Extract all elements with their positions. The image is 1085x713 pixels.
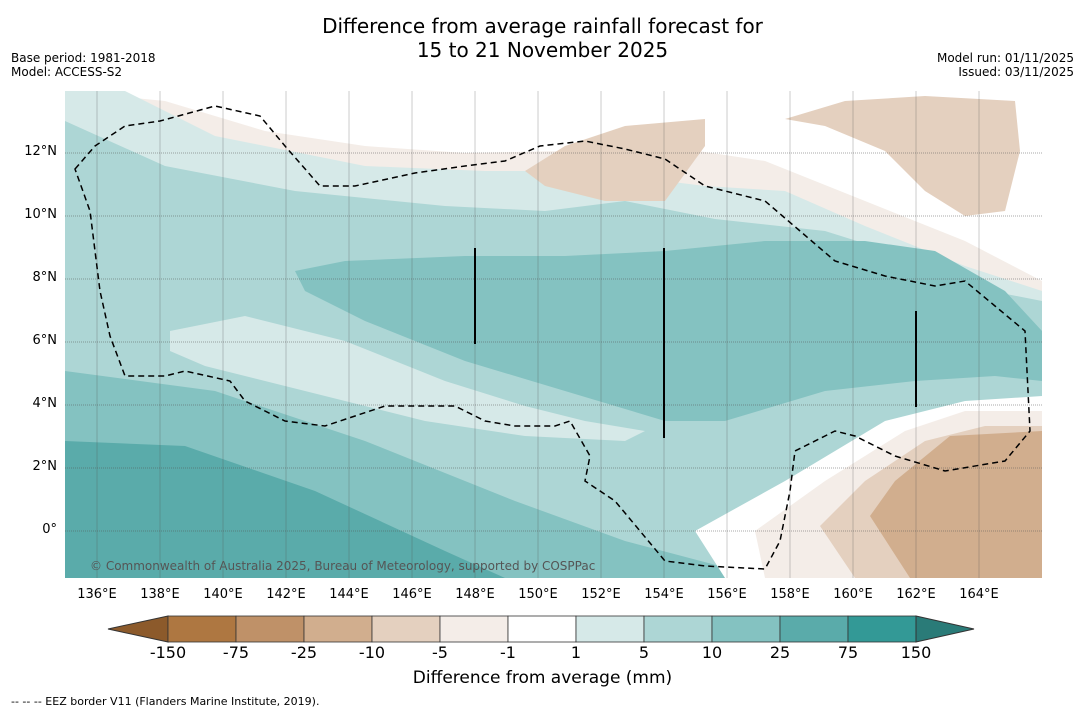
- colorbar-tick-label: 75: [837, 643, 859, 662]
- colorbar-swatch: [779, 615, 849, 643]
- colorbar-tick-label: 5: [638, 643, 650, 662]
- region-minus5-10-north-w: [525, 119, 705, 201]
- colorbar-tick-label: -75: [222, 643, 250, 662]
- region-neutral-north: [65, 91, 1042, 281]
- colorbar-swatch: [575, 615, 645, 643]
- x-tick-label: 146°E: [392, 587, 432, 602]
- colorbar-swatch: [167, 615, 237, 643]
- x-tick-label: 138°E: [140, 587, 180, 602]
- x-tick-label: 158°E: [770, 587, 810, 602]
- issued-date: Issued: 03/11/2025: [958, 65, 1074, 79]
- y-tick-label: 8°N: [32, 270, 58, 285]
- colorbar: [107, 615, 975, 643]
- region-25-75: [65, 441, 505, 578]
- region-1-5-inner: [170, 316, 645, 441]
- y-tick-label: 10°N: [24, 207, 57, 222]
- colorbar-swatch: [643, 615, 713, 643]
- colorbar-tick-label: 150: [900, 643, 932, 662]
- footnote: -- -- -- EEZ border V11 (Flanders Marine…: [11, 695, 320, 708]
- colorbar-tick-label: 25: [769, 643, 791, 662]
- colorbar-tick-label: -10: [358, 643, 386, 662]
- gridlines: [65, 91, 1042, 578]
- x-tick-label: 140°E: [203, 587, 243, 602]
- x-tick-label: 150°E: [518, 587, 558, 602]
- colorbar-swatch: [847, 615, 917, 643]
- colorbar-tick-label: -25: [290, 643, 318, 662]
- y-tick-label: 0°: [42, 522, 57, 537]
- x-tick-label: 144°E: [329, 587, 369, 602]
- meta-left: Base period: 1981-2018 Model: ACCESS-S2: [11, 51, 156, 79]
- y-tick-label: 6°N: [32, 333, 58, 348]
- copyright-text: © Commonwealth of Australia 2025, Bureau…: [90, 559, 595, 573]
- colorbar-over-arrow: [915, 615, 975, 643]
- x-tick-label: 160°E: [833, 587, 873, 602]
- colorbar-swatch: [507, 615, 577, 643]
- colorbar-tick-label: -1: [500, 643, 516, 662]
- x-tick-label: 156°E: [707, 587, 747, 602]
- x-tick-label: 164°E: [959, 587, 999, 602]
- colorbar-swatch: [439, 615, 509, 643]
- title-line-2: 15 to 21 November 2025: [416, 38, 669, 62]
- eez-border: [74, 105, 1031, 570]
- colorbar-tick-label: -150: [149, 643, 187, 662]
- y-tick-label: 4°N: [32, 396, 58, 411]
- map-title: Difference from average rainfall forecas…: [0, 14, 1085, 62]
- y-tick-label: 12°N: [24, 144, 57, 159]
- colorbar-tick-label: -5: [432, 643, 448, 662]
- colorbar-swatch: [303, 615, 373, 643]
- x-tick-label: 136°E: [77, 587, 117, 602]
- region-minus5-10-north-e: [785, 96, 1020, 216]
- x-tick-label: 162°E: [896, 587, 936, 602]
- colorbar-swatch: [235, 615, 305, 643]
- title-line-1: Difference from average rainfall forecas…: [322, 14, 763, 38]
- x-tick-label: 152°E: [581, 587, 621, 602]
- meta-right: Model run: 01/11/2025 Issued: 03/11/2025: [937, 51, 1074, 79]
- model-name: Model: ACCESS-S2: [11, 65, 123, 79]
- x-tick-label: 142°E: [266, 587, 306, 602]
- rainfall-map: © Commonwealth of Australia 2025, Bureau…: [65, 91, 1042, 578]
- model-run: Model run: 01/11/2025: [936, 51, 1074, 65]
- colorbar-swatch: [711, 615, 781, 643]
- colorbar-tick-label: 10: [701, 643, 723, 662]
- colorbar-tick-label: 1: [570, 643, 582, 662]
- colorbar-title: Difference from average (mm): [412, 668, 673, 688]
- colorbar-swatch: [371, 615, 441, 643]
- x-tick-label: 154°E: [644, 587, 684, 602]
- y-tick-label: 2°N: [32, 459, 58, 474]
- base-period: Base period: 1981-2018: [11, 51, 156, 65]
- region-10-25-central: [295, 241, 1042, 421]
- x-tick-label: 148°E: [455, 587, 495, 602]
- colorbar-under-arrow: [107, 615, 169, 643]
